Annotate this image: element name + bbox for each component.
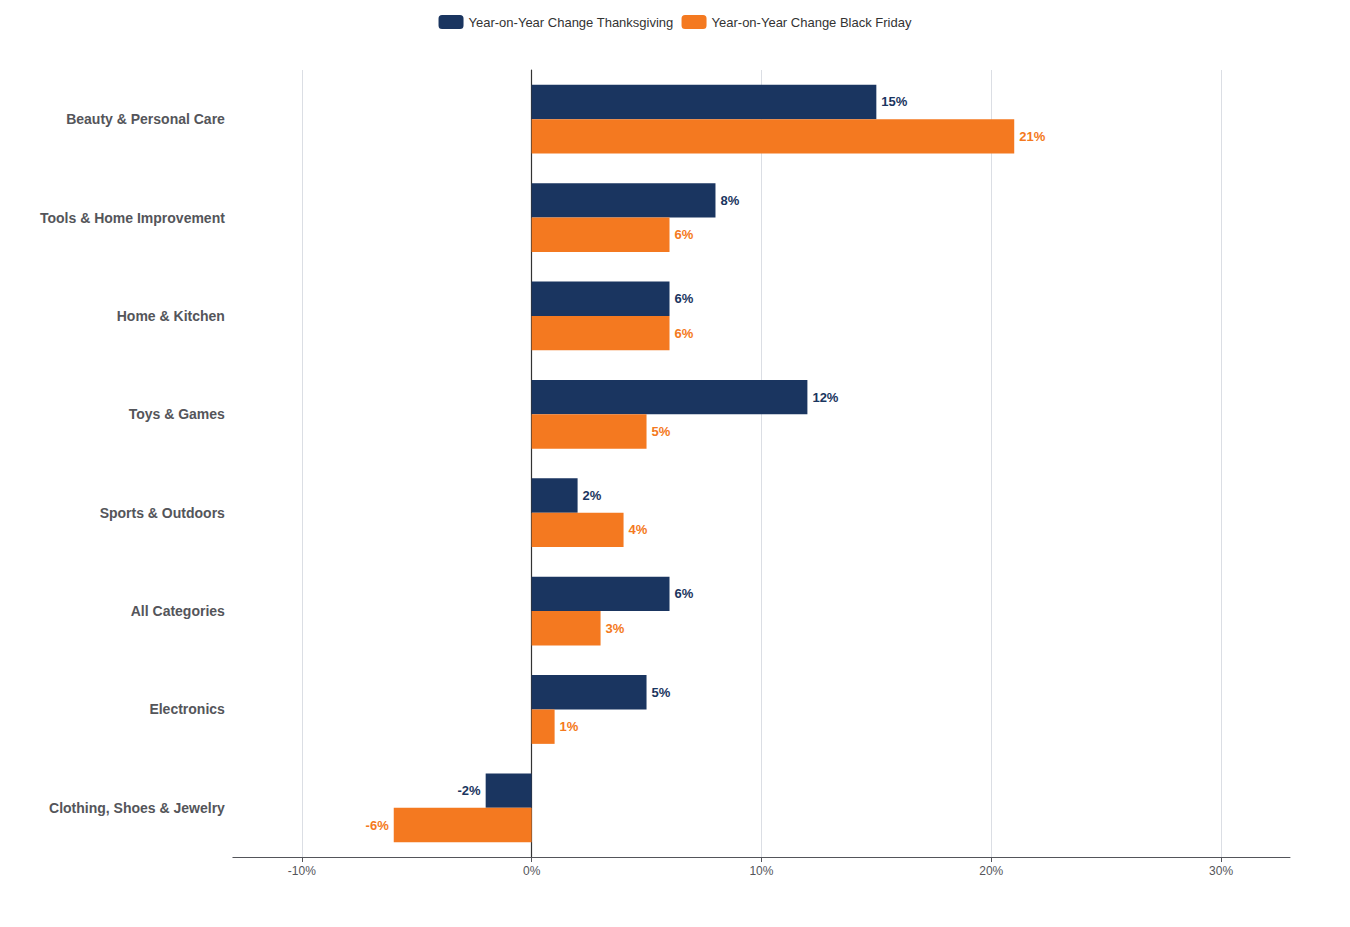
svg-text:15%: 15% [881,94,907,109]
svg-text:5%: 5% [652,685,671,700]
svg-text:20%: 20% [979,864,1003,878]
svg-text:Beauty & Personal Care: Beauty & Personal Care [66,111,225,127]
svg-text:21%: 21% [1019,129,1045,144]
svg-text:2%: 2% [583,488,602,503]
svg-text:6%: 6% [675,326,694,341]
svg-text:Tools & Home Improvement: Tools & Home Improvement [40,210,225,226]
svg-text:5%: 5% [652,424,671,439]
svg-text:Year-on-Year Change Black Frid: Year-on-Year Change Black Friday [712,15,912,30]
svg-text:Home & Kitchen: Home & Kitchen [117,308,225,324]
svg-text:1%: 1% [560,719,579,734]
svg-text:4%: 4% [629,522,648,537]
svg-text:6%: 6% [675,227,694,242]
svg-text:-10%: -10% [288,864,316,878]
svg-text:Electronics: Electronics [149,701,225,717]
svg-text:6%: 6% [675,291,694,306]
svg-text:Sports & Outdoors: Sports & Outdoors [100,505,225,521]
svg-text:0%: 0% [523,864,541,878]
svg-text:8%: 8% [720,193,739,208]
svg-text:12%: 12% [812,390,838,405]
svg-text:Toys & Games: Toys & Games [129,406,225,422]
svg-text:30%: 30% [1209,864,1233,878]
svg-text:Year-on-Year Change Thanksgivi: Year-on-Year Change Thanksgiving [469,15,674,30]
svg-text:10%: 10% [749,864,773,878]
svg-text:-6%: -6% [366,818,390,833]
svg-text:Clothing, Shoes & Jewelry: Clothing, Shoes & Jewelry [49,800,225,816]
svg-text:3%: 3% [606,621,625,636]
svg-text:All Categories: All Categories [131,603,225,619]
svg-text:-2%: -2% [458,783,482,798]
svg-text:6%: 6% [675,586,694,601]
